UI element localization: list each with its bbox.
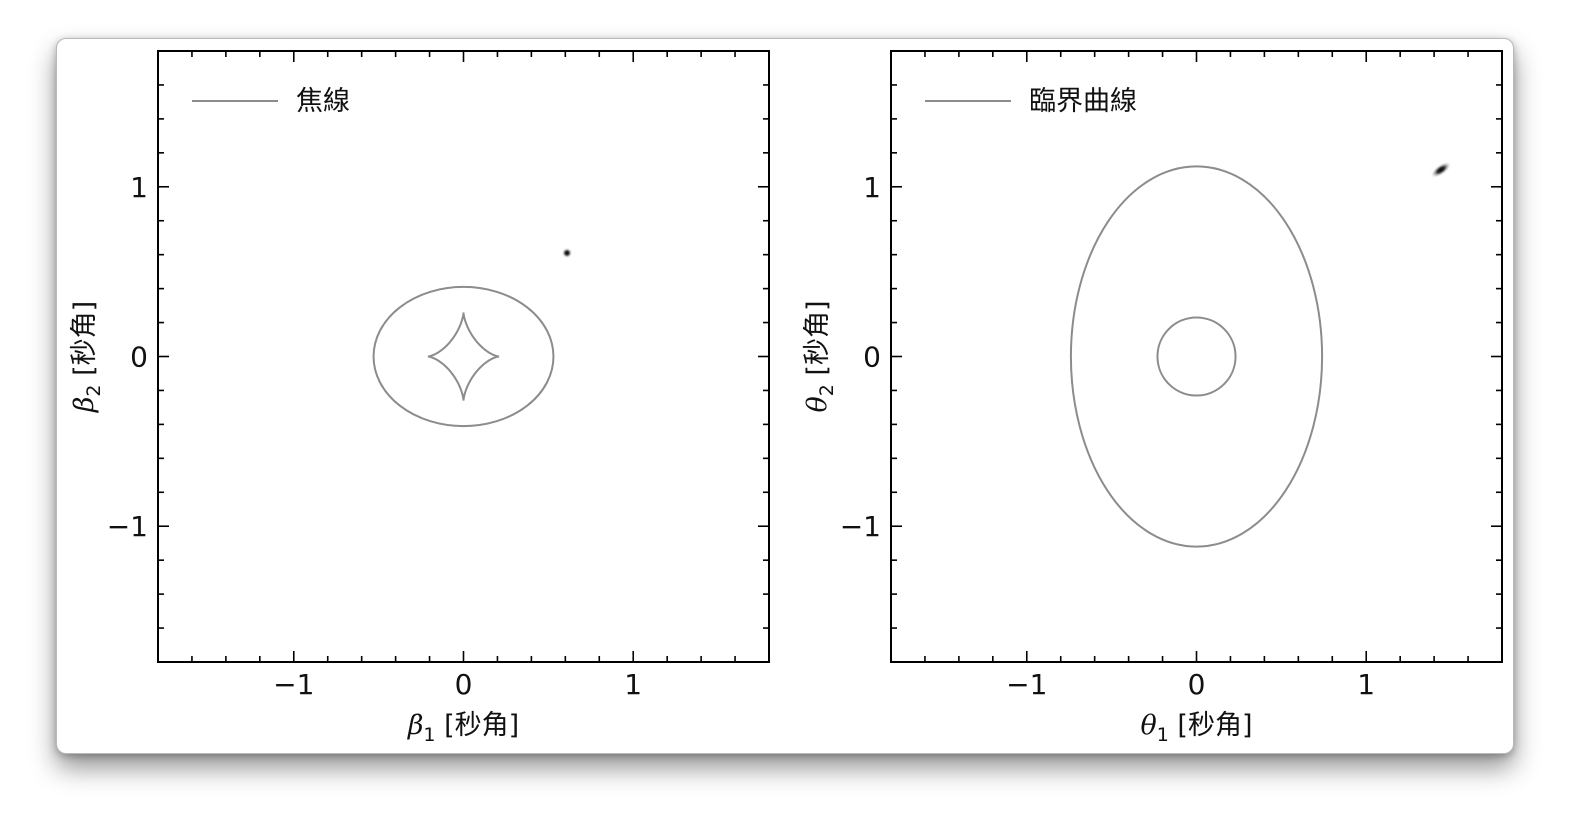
legend-label-1: 焦線 xyxy=(296,86,350,117)
curve-2-1 xyxy=(1069,165,1324,548)
x-tick-label-2-2: 0 xyxy=(1188,668,1206,701)
legend-label-2: 臨界曲線 xyxy=(1029,86,1137,117)
legend-2: 臨界曲線 xyxy=(925,86,1137,117)
chart-panel-2: −1 0 1 −1 0 1 θ1 [秒角] θ2 [秒角] 臨界曲線 xyxy=(802,50,1503,746)
figure-window: −1 0 1 −1 0 1 β1 [秒角] β2 [秒角] 焦線 −1 0 1 −1 0 1 θ1 [秒角] θ… xyxy=(56,38,1514,754)
y-tick-label-2-2: 0 xyxy=(863,341,881,374)
source-image-1 xyxy=(561,247,573,259)
source-image-2 xyxy=(1430,161,1452,179)
ticks-1 xyxy=(157,50,770,663)
x-tick-label-1-1: −1 xyxy=(273,668,314,701)
chart-panel-1: −1 0 1 −1 0 1 β1 [秒角] β2 [秒角] 焦線 xyxy=(69,50,770,746)
curve-1-1 xyxy=(372,285,555,428)
x-axis-label-1: β1 [秒角] xyxy=(407,710,519,746)
axes-frame-1 xyxy=(157,50,770,663)
curve-2-2 xyxy=(1156,316,1237,397)
y-tick-label-2-1: −1 xyxy=(840,510,881,543)
y-tick-label-1-3: 1 xyxy=(130,171,148,204)
legend-1: 焦線 xyxy=(192,86,350,117)
ticks-2 xyxy=(890,50,1503,663)
y-axis-label-2: θ2 [秒角] xyxy=(802,300,838,412)
y-tick-label-2-3: 1 xyxy=(863,171,881,204)
x-tick-label-1-3: 1 xyxy=(624,668,642,701)
y-axis-label-1: β2 [秒角] xyxy=(69,301,105,413)
axes-frame-2 xyxy=(890,50,1503,663)
x-tick-label-2-3: 1 xyxy=(1357,668,1375,701)
y-tick-label-1-1: −1 xyxy=(107,510,148,543)
figure-canvas: −1 0 1 −1 0 1 β1 [秒角] β2 [秒角] 焦線 −1 0 1 −1 0 1 θ1 [秒角] θ… xyxy=(69,50,1503,746)
y-tick-label-1-2: 0 xyxy=(130,341,148,374)
curve-1-2 xyxy=(427,312,500,401)
x-tick-label-2-1: −1 xyxy=(1006,668,1047,701)
x-axis-label-2: θ1 [秒角] xyxy=(1140,710,1252,746)
x-tick-label-1-2: 0 xyxy=(455,668,473,701)
